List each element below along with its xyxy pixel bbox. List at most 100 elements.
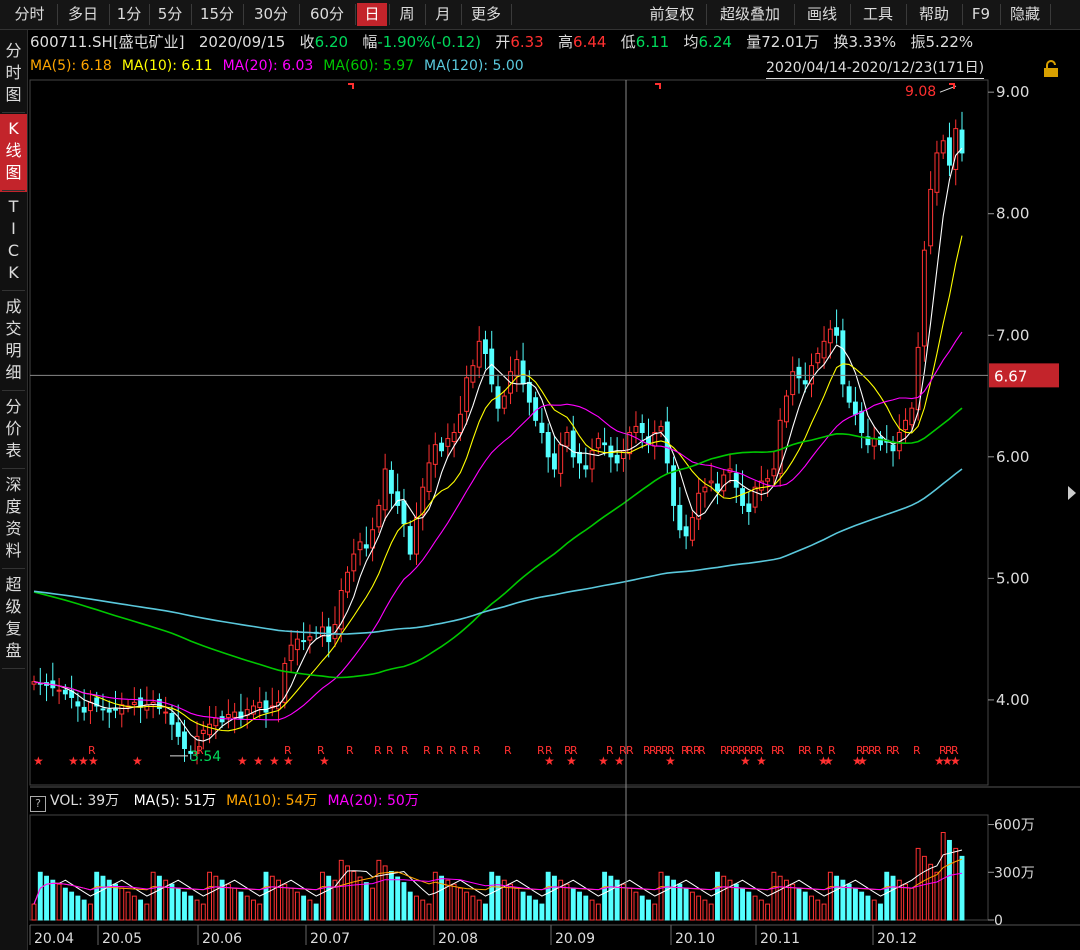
volume-bar: [777, 875, 783, 921]
signal-r: R: [681, 744, 689, 757]
period-tab-1[interactable]: 多日: [67, 5, 98, 23]
period-tab-7[interactable]: 日: [357, 3, 387, 26]
high-value: 6.44: [573, 33, 607, 51]
vol-ma-legend-item-2: MA(20): 50万: [327, 793, 419, 809]
toolbar-divider: [706, 4, 707, 25]
signal-r: R: [643, 744, 651, 757]
candle-body: [426, 462, 432, 493]
candle-body: [156, 698, 162, 709]
candle-body: [696, 492, 702, 520]
candle-body: [677, 504, 683, 531]
period-tab-9[interactable]: 月: [435, 5, 451, 23]
expand-right-icon[interactable]: [1068, 486, 1076, 500]
tool-button-5[interactable]: F9: [971, 5, 991, 23]
volume-bar: [758, 899, 764, 921]
period-tab-6[interactable]: 60分: [309, 5, 345, 23]
period-tab-10[interactable]: 更多: [470, 5, 501, 23]
volume-bar: [75, 895, 81, 921]
tool-button-1[interactable]: 超级叠加: [719, 5, 780, 23]
signal-r: R: [537, 744, 545, 757]
candle-body: [865, 436, 871, 446]
volume-bar: [570, 887, 576, 921]
turnover-label: 换: [833, 33, 849, 51]
signal-r: R: [738, 744, 746, 757]
ma-line-10: [33, 235, 963, 732]
period-tab-0[interactable]: 分时: [14, 5, 45, 23]
candle-body: [501, 395, 507, 409]
tool-button-3[interactable]: 工具: [862, 5, 893, 23]
candle-body: [702, 486, 708, 493]
volume-legend: ? VOL: 39万 MA(5): 51万 MA(10): 54万 MA(20): 5…: [30, 790, 419, 812]
vol-legend-value: VOL: 39万: [50, 793, 120, 809]
volume-bar: [940, 832, 946, 921]
period-marker: [348, 83, 354, 89]
volume-bar: [464, 891, 470, 921]
ma-line-120: [33, 468, 963, 635]
volume-bar: [683, 887, 689, 921]
candle-body: [470, 365, 476, 383]
sidebar-item-6[interactable]: 超级复盘: [5, 575, 22, 660]
sidebar-item-5[interactable]: 深度资料: [5, 475, 22, 560]
signal-star: ★: [740, 754, 751, 768]
volume-bar: [414, 895, 419, 921]
signal-star: ★: [942, 754, 953, 768]
volume-bar: [583, 895, 589, 921]
vol-value: 72.01万: [761, 33, 820, 51]
x-tick-label: 20.05: [102, 931, 142, 947]
avg-value: 6.24: [698, 33, 732, 51]
help-icon[interactable]: ?: [30, 796, 46, 812]
volume-bar: [921, 855, 927, 921]
candle-body: [382, 468, 388, 511]
candle-body: [376, 504, 382, 528]
sidebar-item-0[interactable]: 分时图: [5, 41, 22, 104]
signal-r: R: [667, 744, 675, 757]
ma-legend-item-0: MA(5): 6.18: [30, 58, 112, 74]
candle-body: [169, 713, 175, 725]
signal-r: R: [449, 744, 457, 757]
period-tab-3[interactable]: 5分: [157, 5, 183, 23]
volume-bar: [815, 899, 821, 921]
signal-r: R: [473, 744, 481, 757]
x-tick-label: 20.04: [34, 931, 74, 947]
candle-body: [100, 708, 106, 711]
volume-bar: [896, 879, 902, 921]
period-tab-2[interactable]: 1分: [116, 5, 142, 23]
tool-button-4[interactable]: 帮助: [918, 5, 949, 23]
ma-legend-item-3: MA(60): 5.97: [323, 58, 415, 74]
volume-bar: [163, 879, 169, 921]
signal-star: ★: [68, 754, 79, 768]
volume-bar: [501, 879, 507, 921]
signal-r: R: [619, 744, 627, 757]
date-range-selector[interactable]: 2020/04/14-2020/12/23(171日): [766, 58, 985, 79]
volume-bar: [370, 887, 376, 921]
volume-bar: [633, 891, 639, 921]
candle-body: [200, 729, 206, 734]
signal-r: R: [284, 744, 292, 757]
period-tab-8[interactable]: 周: [399, 5, 415, 23]
candle-body: [407, 526, 413, 555]
x-tick-label: 20.10: [675, 931, 715, 947]
tool-button-2[interactable]: 画线: [806, 5, 837, 23]
volume-bar: [627, 887, 633, 921]
tool-button-0[interactable]: 前复权: [649, 5, 695, 23]
candle-body: [207, 723, 213, 736]
volume-bar: [652, 903, 658, 921]
tool-button-6[interactable]: 隐藏: [1009, 5, 1040, 23]
candle-body: [708, 480, 714, 484]
open-value: 6.33: [510, 33, 544, 51]
signal-r: R: [913, 744, 921, 757]
sidebar-item-4[interactable]: 分价表: [5, 397, 22, 460]
volume-bar: [514, 887, 520, 921]
sidebar-item-3[interactable]: 成交明细: [5, 297, 22, 382]
volume-bar: [796, 887, 802, 921]
candle-body: [194, 735, 200, 754]
candle-body: [909, 407, 915, 426]
lock-icon[interactable]: [1042, 60, 1060, 78]
volume-bar: [232, 887, 238, 921]
period-tab-5[interactable]: 30分: [253, 5, 289, 23]
candle-body: [589, 450, 595, 470]
period-tab-4[interactable]: 15分: [199, 5, 235, 23]
